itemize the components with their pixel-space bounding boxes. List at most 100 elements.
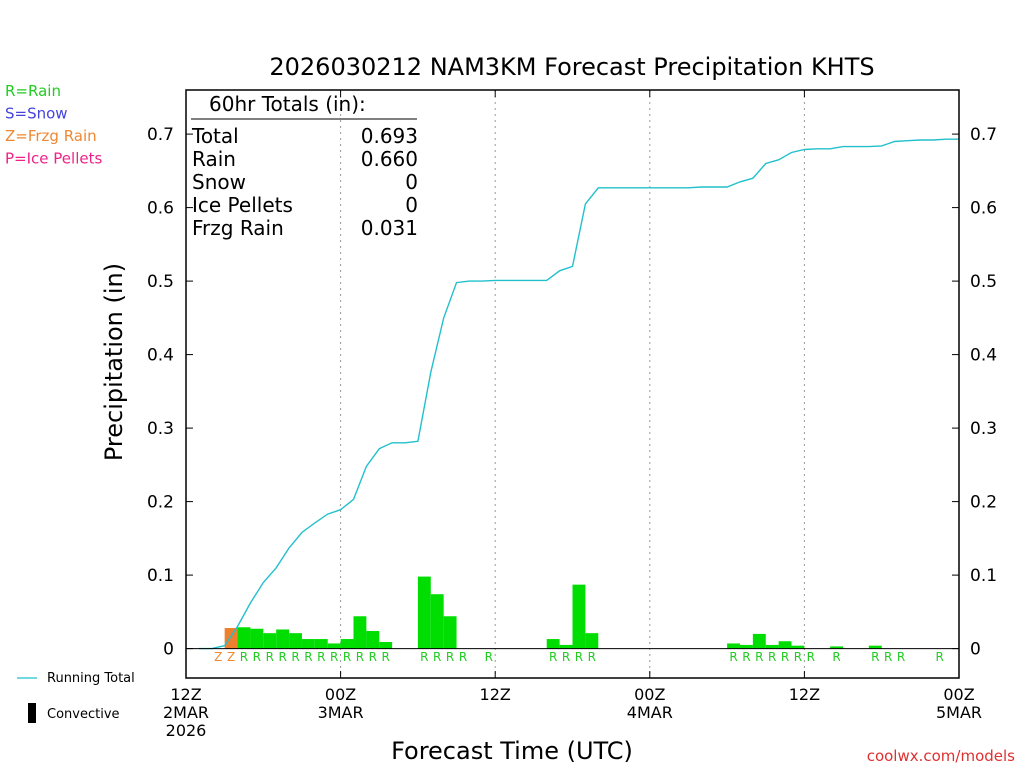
x-tick-label: 2MAR <box>163 703 209 722</box>
precip-bar <box>353 616 367 649</box>
y-tick-label-right: 0.4 <box>970 346 997 366</box>
ptype-letter: R <box>549 650 557 664</box>
precip-bar <box>752 633 766 649</box>
ptype-letter: R <box>871 650 879 664</box>
ptype-letter: R <box>897 650 905 664</box>
precip-bar <box>868 645 882 649</box>
x-tick-label: 5MAR <box>936 703 982 722</box>
ptype-letter: R <box>317 650 325 664</box>
x-tick-label: 4MAR <box>627 703 673 722</box>
ptype-letter: R <box>356 650 364 664</box>
ptype-legend: R=Rain S=Snow Z=Frzg Rain P=Ice Pellets <box>5 82 102 168</box>
ptype-letter: R <box>459 650 467 664</box>
totals-row-value: 0 <box>405 193 418 217</box>
totals-row-label: Snow <box>192 170 246 194</box>
ptype-letter: R <box>266 650 274 664</box>
x-tick-label: 12Z <box>480 685 511 704</box>
y-tick-label-right: 0.2 <box>970 493 997 513</box>
ptype-letter: Z <box>227 650 235 664</box>
ptype-letter: R <box>278 650 286 664</box>
y-axis: 0 00.1 0.10.2 0.20.3 0.30.4 0.40.5 0.50.6 0.60.… <box>147 125 997 660</box>
totals-row-value: 0.031 <box>361 216 418 240</box>
y-tick-label: 0.1 <box>147 566 174 586</box>
y-tick-label: 0.5 <box>147 272 174 292</box>
convective-legend-swatch <box>28 703 36 723</box>
totals-row-label: Frzg Rain <box>192 216 284 240</box>
precip-bar <box>237 627 251 649</box>
y-tick-label-right: 0.1 <box>970 566 997 586</box>
running-total-layer <box>198 138 959 650</box>
ptype-legend-item: P=Ice Pellets <box>5 150 102 168</box>
precip-bar <box>314 639 328 649</box>
chart-title: 2026030212 NAM3KM Forecast Precipitation… <box>269 53 874 81</box>
ptype-letter: R <box>729 650 737 664</box>
x-tick-label: 3MAR <box>318 703 364 722</box>
ptype-letter: R <box>420 650 428 664</box>
ptype-letter: R <box>382 650 390 664</box>
ptype-letter: R <box>240 650 248 664</box>
ptype-letter: R <box>781 650 789 664</box>
totals-row-label: Rain <box>192 147 236 171</box>
ptype-letter: R <box>755 650 763 664</box>
y-tick-label: 0.2 <box>147 493 174 513</box>
ptype-letter: Z <box>214 650 222 664</box>
y-tick-label-right: 0.5 <box>970 272 997 292</box>
precip-bar <box>830 646 844 649</box>
ptype-letter: R <box>936 650 944 664</box>
y-tick-label: 0.3 <box>147 419 174 439</box>
precip-bar <box>250 628 264 649</box>
plot-frame <box>185 89 960 679</box>
y-tick-label: 0.7 <box>147 125 174 145</box>
ptype-letter: R <box>253 650 261 664</box>
precip-bar <box>572 584 586 649</box>
ptype-letter: R <box>304 650 312 664</box>
x-tick-label: 00Z <box>943 685 974 704</box>
precip-bar <box>585 633 599 649</box>
precip-bar <box>559 644 573 649</box>
totals-row-label: Total <box>191 124 239 148</box>
credit-text: coolwx.com/models <box>867 747 1015 765</box>
ptype-letter: R <box>807 650 815 664</box>
y-axis-label: Precipitation (in) <box>100 263 128 461</box>
totals-row-value: 0.693 <box>361 124 418 148</box>
y-tick-label-right: 0.7 <box>970 125 997 145</box>
ptype-letter: R <box>832 650 840 664</box>
y-tick-label-right: 0.6 <box>970 199 997 219</box>
ptype-letter: R <box>575 650 583 664</box>
y-tick-label: 0.4 <box>147 346 174 366</box>
precip-bar <box>430 594 444 649</box>
precip-bar <box>263 633 277 649</box>
ptype-legend-item: S=Snow <box>5 105 68 123</box>
totals-header: 60hr Totals (in): <box>209 92 366 116</box>
ptype-letter: R <box>562 650 570 664</box>
precip-bar <box>340 639 354 649</box>
totals-row-value: 0.660 <box>361 147 418 171</box>
precip-bars <box>224 576 882 649</box>
totals-row-value: 0 <box>405 170 418 194</box>
ptype-letter: R <box>291 650 299 664</box>
convective-legend-label: Convective <box>47 707 120 722</box>
ptype-letter: R <box>343 650 351 664</box>
precip-bar <box>443 616 457 649</box>
precip-bar <box>791 645 805 649</box>
precip-bar <box>379 641 393 649</box>
ptype-letter: R <box>330 650 338 664</box>
x-tick-label: 12Z <box>789 685 820 704</box>
x-tick-label: 2026 <box>166 721 207 740</box>
precip-bar <box>276 629 290 649</box>
precip-bar <box>224 628 238 649</box>
y-tick-label: 0 <box>163 640 174 660</box>
precip-bar <box>366 630 380 649</box>
x-tick-label: 00Z <box>325 685 356 704</box>
ptype-legend-item: R=Rain <box>5 82 61 100</box>
precip-bar <box>301 639 315 649</box>
ptype-letter: R <box>369 650 377 664</box>
totals-box: 60hr Totals (in): Total 0.693 Rain 0.660 Sno… <box>191 92 418 240</box>
y-tick-label-right: 0 <box>970 640 981 660</box>
precip-bar <box>765 644 779 649</box>
ptype-letter: R <box>742 650 750 664</box>
x-tick-label: 12Z <box>170 685 201 704</box>
x-axis-label: Forecast Time (UTC) <box>391 737 633 765</box>
